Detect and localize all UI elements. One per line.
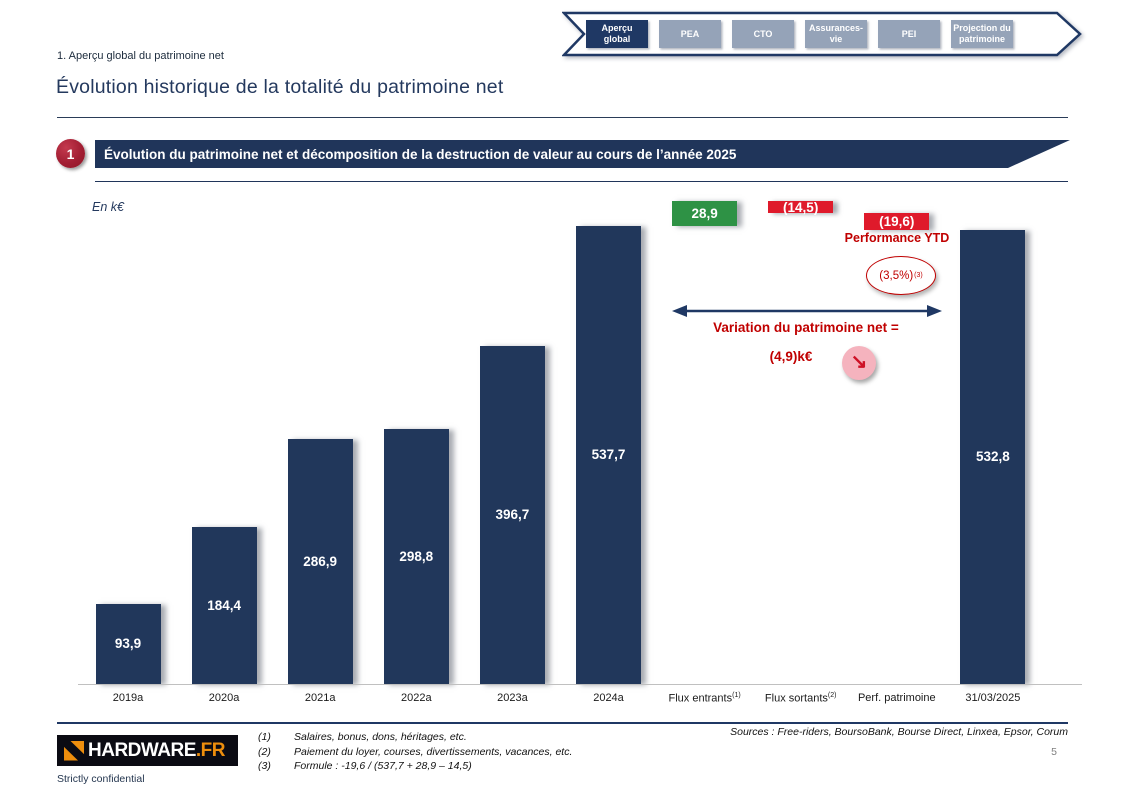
footnote-1: (1) Salaires, bonus, dons, héritages, etc…	[258, 731, 467, 743]
chart-bar-10: 532,8	[960, 229, 1026, 684]
nav-tab-pei[interactable]: PEI	[878, 20, 940, 48]
nav-tab-pea[interactable]: PEA	[659, 20, 721, 48]
axis-label-1: 2019a	[112, 692, 144, 704]
chart-bar-3: 286,9	[287, 439, 353, 684]
waterfall-chart: 93,9 184,4 286,9 298,8 396,7 537,7 28,9 (14,5) (…	[0, 198, 1123, 684]
performance-ytd-sup: (3)	[914, 272, 923, 279]
nav-tab-cto[interactable]: CTO	[732, 20, 794, 48]
footnotes: (1) Salaires, bonus, dons, héritages, etc…	[258, 730, 572, 774]
logo-tld: .FR	[195, 739, 226, 761]
sources-label: Sources : Free-riders, BoursoBank, Bours…	[730, 726, 1068, 738]
title-divider	[57, 117, 1068, 118]
chart-bar-7: 28,9	[672, 200, 738, 226]
page-title: Évolution historique de la totalité du p…	[56, 76, 504, 98]
performance-ytd-oval: (3,5%) (3)	[866, 256, 936, 295]
bar-value-label: 298,8	[399, 549, 434, 565]
performance-ytd-value: (3,5%)	[879, 269, 914, 282]
chart-bar-9: (19,6)	[864, 213, 930, 230]
trend-down-icon: ↘	[842, 346, 876, 380]
variation-double-arrow	[672, 305, 942, 317]
page-number: 5	[1051, 746, 1057, 758]
footnote-3: (3) Formule : -19,6 / (537,7 + 28,9 – 14,…	[258, 760, 472, 772]
axis-label-10: 31/03/2025	[965, 692, 1021, 704]
banner-divider	[95, 181, 1068, 182]
logo-icon	[64, 740, 84, 761]
bar-value-label: (14,5)	[783, 199, 819, 215]
nav-tab-assurances-vie[interactable]: Assurances-vie	[805, 20, 867, 48]
bar-value-label: (19,6)	[879, 214, 915, 230]
variation-label: Variation du patrimoine net =	[713, 320, 899, 335]
chart-bar-4: 298,8	[383, 429, 449, 684]
section-banner-title: Évolution du patrimoine net et décomposi…	[104, 146, 737, 162]
chart-bar-1: 93,9	[95, 603, 161, 684]
footnote-2: (2) Paiement du loyer, courses, divertiss…	[258, 745, 573, 758]
axis-label-9: Perf. patrimoine	[857, 692, 936, 704]
section-number-badge: 1	[56, 139, 85, 168]
bar-value-label: 93,9	[114, 636, 142, 652]
logo-brand: HARDWARE	[88, 739, 196, 761]
axis-label-8: Flux sortants(2)	[764, 692, 837, 705]
chart-bar-2: 184,4	[191, 526, 257, 684]
performance-ytd-label: Performance YTD	[844, 231, 950, 245]
breadcrumb: 1. Aperçu global du patrimoine net	[57, 50, 224, 62]
bar-value-label: 532,8	[975, 449, 1010, 465]
bar-value-label: 286,9	[303, 554, 338, 570]
chart-baseline	[78, 684, 1082, 685]
axis-label-5: 2023a	[497, 692, 528, 704]
axis-label-4: 2022a	[401, 692, 432, 704]
variation-value: (4,9)k€	[769, 349, 813, 364]
nav-tab-aper-u-global[interactable]: Aperçu global	[586, 20, 648, 48]
x-axis: 2019a 2020a 2021a 2022a 2023a 2024a Flux entra…	[0, 692, 1123, 712]
axis-label-7: Flux entrants(1)	[668, 692, 741, 705]
nav-tab-projection-du-patrimoine[interactable]: Projection du patrimoine	[951, 20, 1013, 48]
chart-unit-label: En k€	[92, 200, 124, 214]
footer-divider	[57, 722, 1068, 724]
bar-value-label: 28,9	[691, 205, 718, 221]
bar-value-label: 396,7	[495, 507, 530, 523]
chart-bar-6: 537,7	[576, 225, 641, 684]
axis-label-2: 2020a	[208, 692, 240, 704]
bar-value-label: 537,7	[591, 447, 626, 463]
chart-bar-8: (14,5)	[768, 199, 834, 215]
top-navigation: Aperçu global PEA CTO Assurances-vie PEI Proj…	[562, 11, 1083, 57]
bar-value-label: 184,4	[207, 597, 241, 613]
section-banner: Évolution du patrimoine net et décomposi…	[95, 140, 1070, 168]
hardware-fr-logo: HARDWARE.FR	[57, 735, 238, 766]
nav-tabs: Aperçu global PEA CTO Assurances-vie PEI Proj…	[562, 11, 1083, 57]
confidential-label: Strictly confidential	[57, 773, 145, 785]
axis-label-6: 2024a	[593, 692, 624, 704]
axis-label-3: 2021a	[304, 692, 336, 704]
chart-bar-5: 396,7	[479, 345, 545, 684]
